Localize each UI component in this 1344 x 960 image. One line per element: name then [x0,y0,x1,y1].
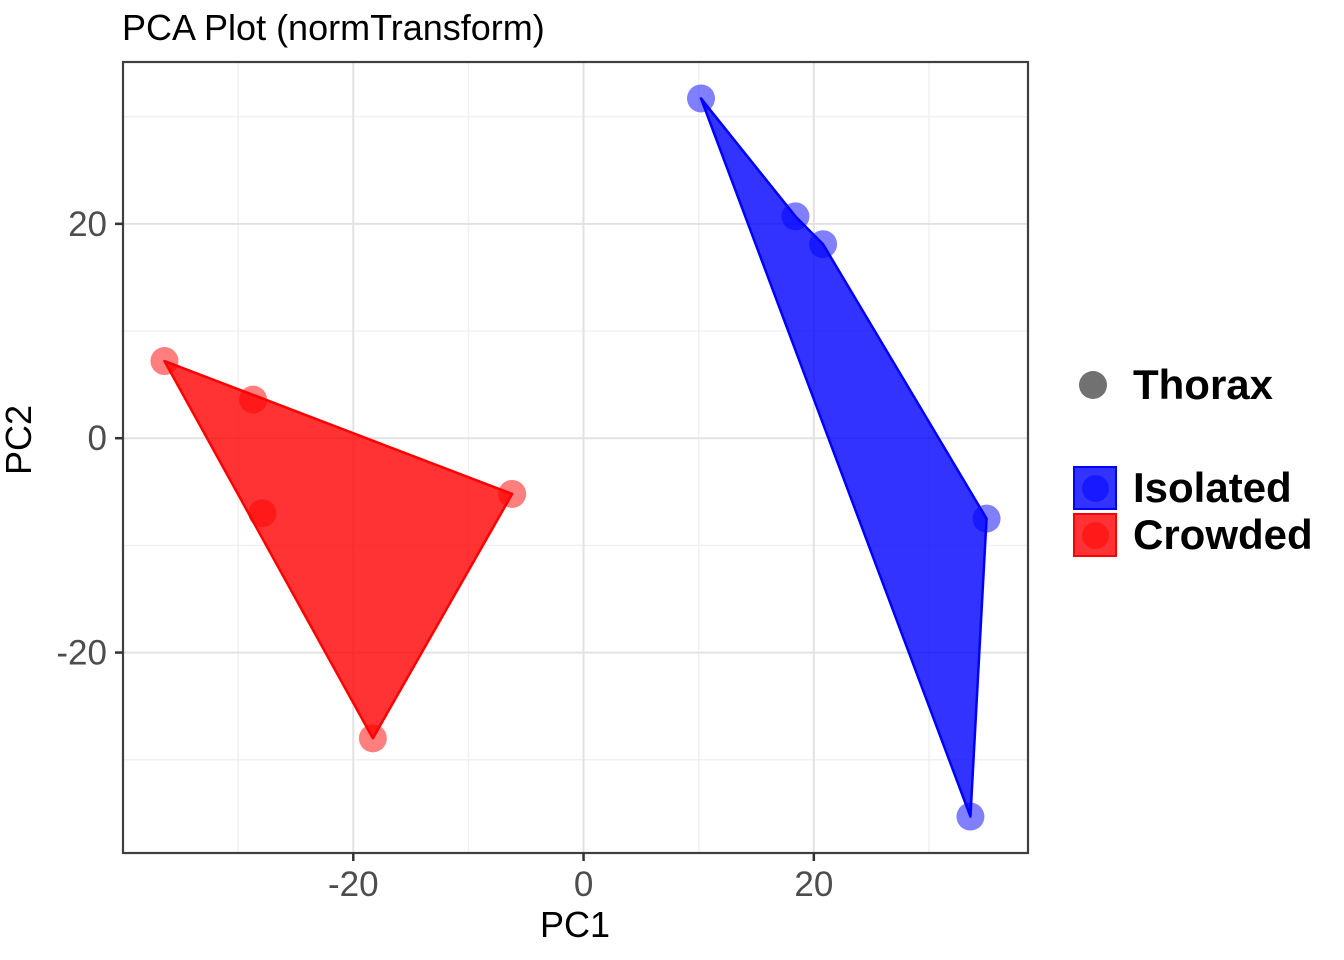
data-point-crowded [248,499,277,528]
legend-label-crowded: Crowded [1133,511,1313,558]
thorax-point-key-icon [1079,371,1107,399]
legend-group-condition: Isolated Crowded [1073,466,1343,557]
y-tick-label: 0 [88,419,107,458]
legend-label-thorax: Thorax [1133,361,1274,408]
x-axis-title: PC1 [540,904,610,945]
plot-title: PCA Plot (normTransform) [122,7,545,48]
x-tick-label: 20 [794,865,833,904]
data-point-crowded [358,724,387,753]
data-point-isolated [781,202,810,231]
legend-item-thorax: Thorax [1073,363,1343,407]
hull-polygon-isolated [699,97,988,818]
axis-ticks-layer [115,222,816,861]
data-point-isolated [687,84,716,113]
panel-border [121,60,1030,855]
data-point-isolated [956,802,985,831]
legend-label-isolated: Isolated [1133,464,1292,511]
y-tick-label: -20 [56,634,107,673]
legend-item-isolated: Isolated [1073,466,1343,510]
data-point-crowded [239,385,268,414]
isolated-key-swatch-icon [1073,466,1117,510]
x-tick-label: 0 [574,865,593,904]
crowded-key-swatch-icon [1073,513,1117,557]
points-layer [150,84,1001,831]
y-axis-title: PC2 [0,405,39,475]
isolated-key-dot-icon [1081,474,1109,502]
crowded-key-dot-icon [1081,521,1109,549]
data-point-isolated [809,230,838,259]
hull-layer [163,97,988,818]
legend-item-crowded: Crowded [1073,513,1343,557]
x-tick-label: -20 [328,865,379,904]
tick-labels-layer: -20 0 20 -20 0 20 [56,205,833,904]
data-point-crowded [150,347,179,376]
data-point-isolated [972,504,1001,533]
y-tick-label: 20 [68,205,107,244]
legend: Thorax Isolated Crowded [1073,363,1343,560]
data-point-crowded [498,479,527,508]
hull-polygon-crowded [163,359,514,740]
